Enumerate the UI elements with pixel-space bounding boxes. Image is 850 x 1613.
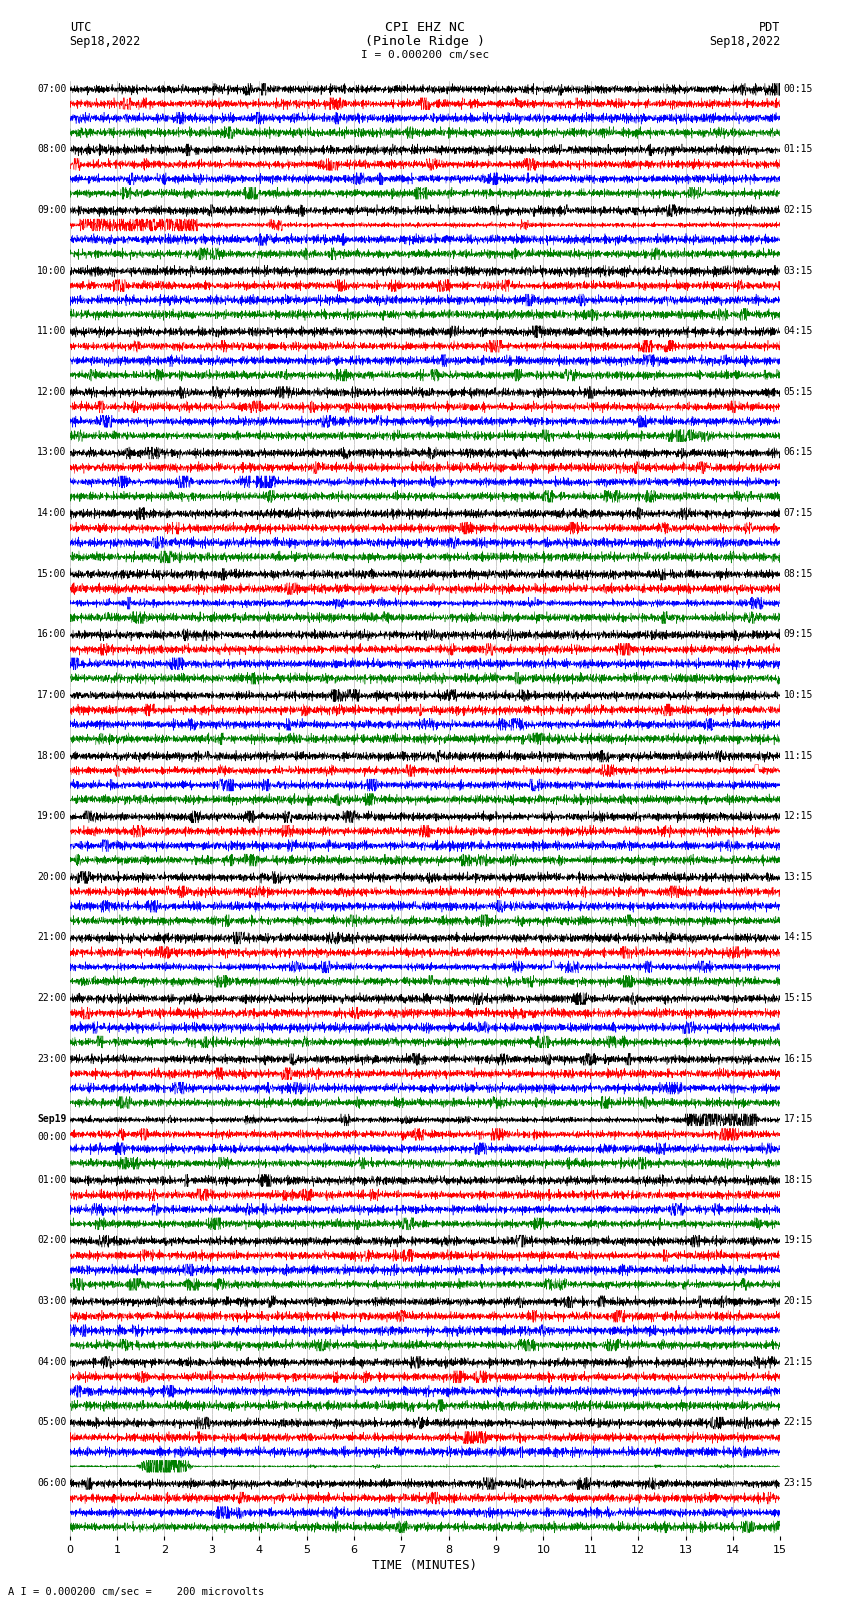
Text: 04:00: 04:00 [37,1357,66,1366]
Text: 07:15: 07:15 [784,508,813,518]
Text: 02:15: 02:15 [784,205,813,215]
Text: 08:15: 08:15 [784,569,813,579]
Text: 05:15: 05:15 [784,387,813,397]
Text: 20:15: 20:15 [784,1297,813,1307]
Text: CPI EHZ NC: CPI EHZ NC [385,21,465,34]
Text: 08:00: 08:00 [37,144,66,155]
Text: A I = 0.000200 cm/sec =    200 microvolts: A I = 0.000200 cm/sec = 200 microvolts [8,1587,264,1597]
Text: 10:00: 10:00 [37,266,66,276]
Text: Sep18,2022: Sep18,2022 [70,35,141,48]
Text: I = 0.000200 cm/sec: I = 0.000200 cm/sec [361,50,489,60]
Text: 00:00: 00:00 [37,1132,66,1142]
X-axis label: TIME (MINUTES): TIME (MINUTES) [372,1558,478,1571]
Text: 22:00: 22:00 [37,994,66,1003]
Text: Sep18,2022: Sep18,2022 [709,35,780,48]
Text: UTC: UTC [70,21,91,34]
Text: 02:00: 02:00 [37,1236,66,1245]
Text: 18:15: 18:15 [784,1174,813,1186]
Text: 17:15: 17:15 [784,1115,813,1124]
Text: 21:00: 21:00 [37,932,66,942]
Text: 10:15: 10:15 [784,690,813,700]
Text: 18:00: 18:00 [37,750,66,760]
Text: 00:15: 00:15 [784,84,813,94]
Text: 15:00: 15:00 [37,569,66,579]
Text: 11:00: 11:00 [37,326,66,336]
Text: 01:00: 01:00 [37,1174,66,1186]
Text: Sep19: Sep19 [37,1115,66,1124]
Text: 09:15: 09:15 [784,629,813,639]
Text: 16:00: 16:00 [37,629,66,639]
Text: 17:00: 17:00 [37,690,66,700]
Text: 16:15: 16:15 [784,1053,813,1063]
Text: 21:15: 21:15 [784,1357,813,1366]
Text: (Pinole Ridge ): (Pinole Ridge ) [365,35,485,48]
Text: 06:15: 06:15 [784,447,813,458]
Text: 14:00: 14:00 [37,508,66,518]
Text: 09:00: 09:00 [37,205,66,215]
Text: 19:00: 19:00 [37,811,66,821]
Text: 14:15: 14:15 [784,932,813,942]
Text: 03:00: 03:00 [37,1297,66,1307]
Text: 19:15: 19:15 [784,1236,813,1245]
Text: 01:15: 01:15 [784,144,813,155]
Text: 12:15: 12:15 [784,811,813,821]
Text: 03:15: 03:15 [784,266,813,276]
Text: PDT: PDT [759,21,780,34]
Text: 20:00: 20:00 [37,871,66,882]
Text: 23:15: 23:15 [784,1478,813,1487]
Text: 13:00: 13:00 [37,447,66,458]
Text: 15:15: 15:15 [784,994,813,1003]
Text: 06:00: 06:00 [37,1478,66,1487]
Text: 13:15: 13:15 [784,871,813,882]
Text: 05:00: 05:00 [37,1418,66,1428]
Text: 12:00: 12:00 [37,387,66,397]
Text: 22:15: 22:15 [784,1418,813,1428]
Text: 07:00: 07:00 [37,84,66,94]
Text: 23:00: 23:00 [37,1053,66,1063]
Text: 04:15: 04:15 [784,326,813,336]
Text: 11:15: 11:15 [784,750,813,760]
